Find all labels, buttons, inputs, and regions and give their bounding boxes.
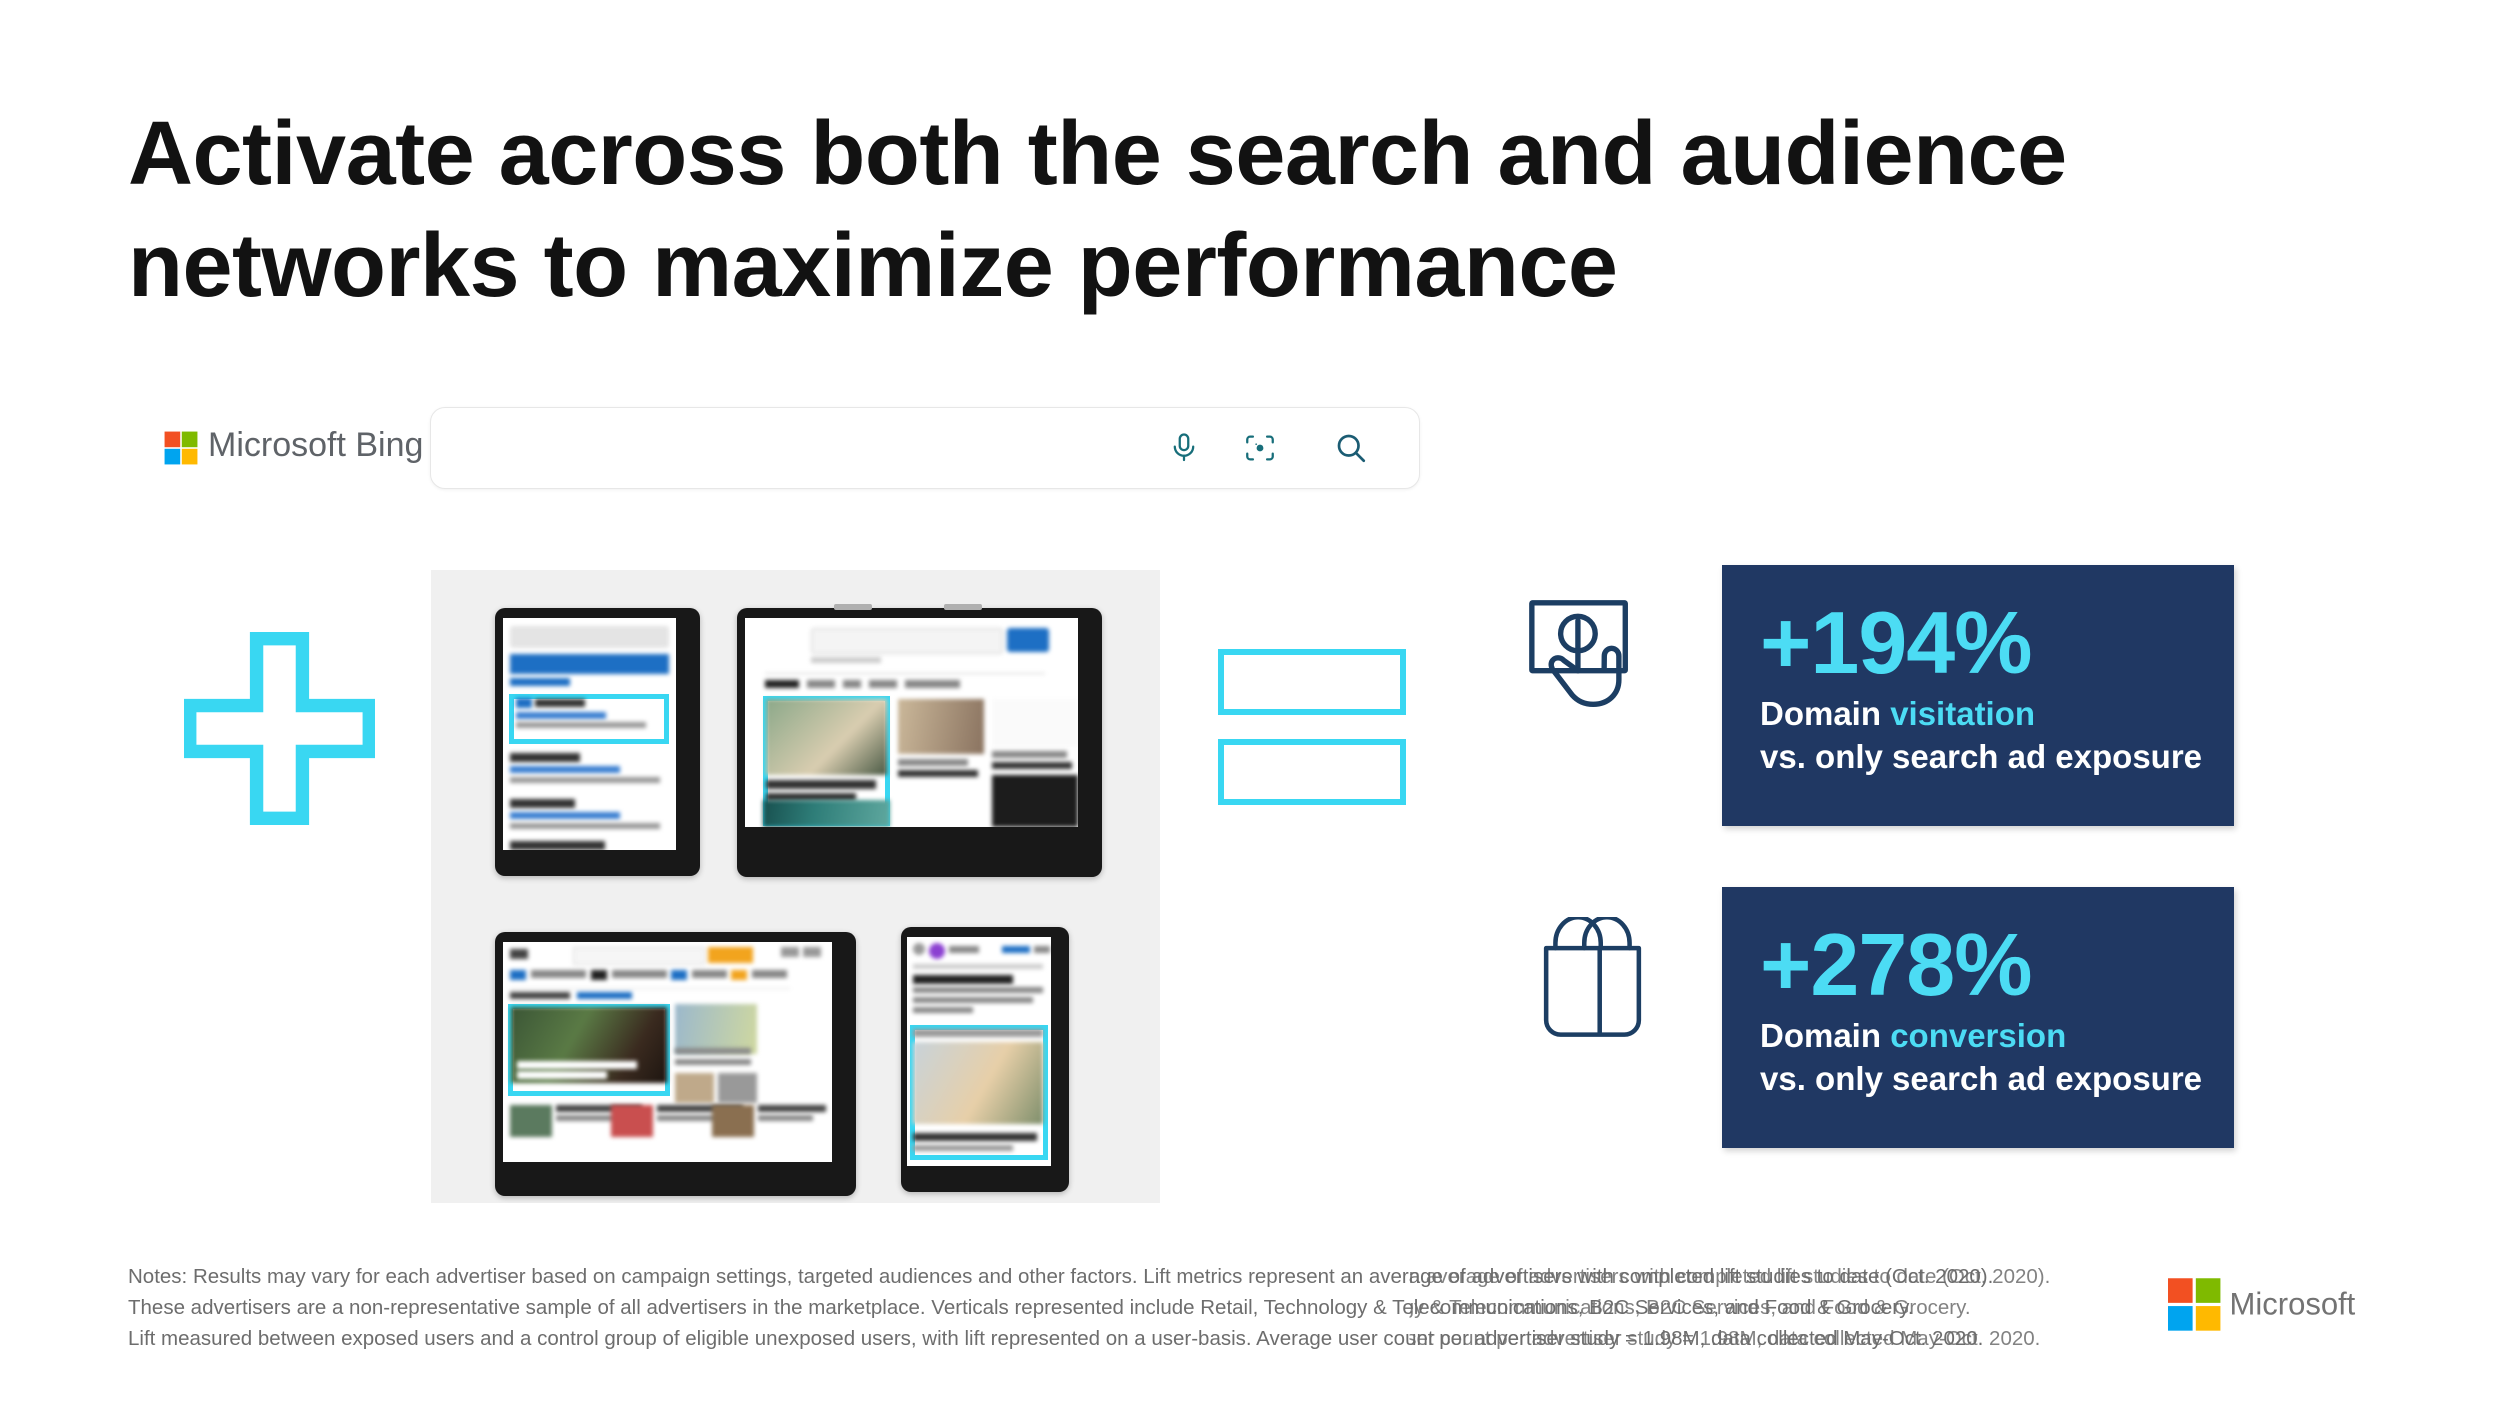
svg-text:Microsoft: Microsoft — [2230, 1287, 2356, 1322]
